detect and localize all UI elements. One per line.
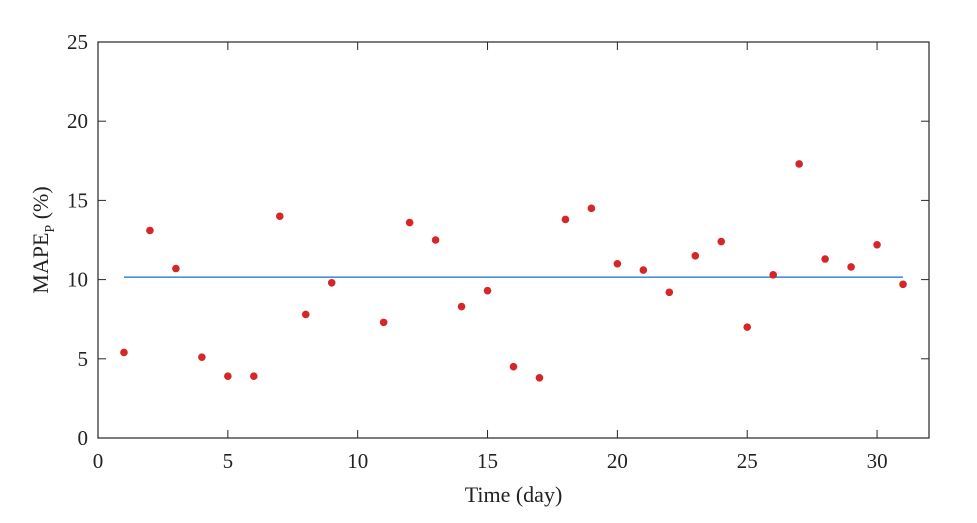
y-tick-label: 15 <box>67 188 88 212</box>
data-point <box>587 204 596 213</box>
data-point <box>431 236 440 244</box>
data-point <box>847 263 855 271</box>
data-point <box>613 259 622 268</box>
data-point <box>795 160 803 168</box>
data-point <box>327 278 336 287</box>
x-tick-label: 5 <box>223 449 234 473</box>
data-point <box>899 280 907 289</box>
y-axis-title-suffix: (%) <box>28 186 53 224</box>
plot-frame <box>97 41 930 439</box>
x-tick-label: 30 <box>867 449 888 473</box>
data-point <box>743 323 752 331</box>
y-tick-label: 5 <box>78 347 89 371</box>
y-tick-label: 25 <box>67 30 88 54</box>
data-point <box>769 271 777 279</box>
x-tick-label: 0 <box>93 449 104 473</box>
y-axis-title-main: MAPE <box>28 233 53 294</box>
data-point <box>275 212 284 221</box>
x-tick-label: 25 <box>737 449 758 473</box>
data-point <box>821 255 829 263</box>
x-tick-label: 15 <box>477 449 498 473</box>
x-axis: 0 5 10 15 20 25 30 <box>93 42 888 473</box>
data-point <box>535 374 544 382</box>
data-point <box>873 240 881 249</box>
data-point <box>379 318 388 327</box>
data-layer <box>120 160 907 382</box>
data-point <box>224 372 232 381</box>
x-axis-title: Time (day) <box>465 482 563 507</box>
y-axis-title-subscript: P <box>43 225 58 233</box>
data-point <box>457 302 466 311</box>
data-point <box>483 286 492 295</box>
data-point <box>120 348 128 357</box>
data-point <box>198 353 206 362</box>
y-tick-label: 20 <box>67 109 88 133</box>
data-point <box>561 215 570 224</box>
data-point <box>405 218 414 227</box>
data-point <box>691 252 700 260</box>
x-tick-label: 10 <box>347 449 368 473</box>
y-tick-label: 10 <box>67 268 88 292</box>
x-tick-label: 20 <box>607 449 628 473</box>
data-point <box>250 372 258 381</box>
data-point <box>639 266 648 274</box>
data-point <box>665 288 674 297</box>
data-point <box>172 264 180 273</box>
y-axis-title: MAPEP (%) <box>28 186 58 293</box>
y-tick-label: 0 <box>78 426 89 450</box>
data-point <box>509 362 518 371</box>
data-point <box>146 226 154 235</box>
data-point <box>301 310 310 319</box>
y-axis: 0 5 10 15 20 25 <box>67 30 929 450</box>
data-point <box>717 237 726 246</box>
